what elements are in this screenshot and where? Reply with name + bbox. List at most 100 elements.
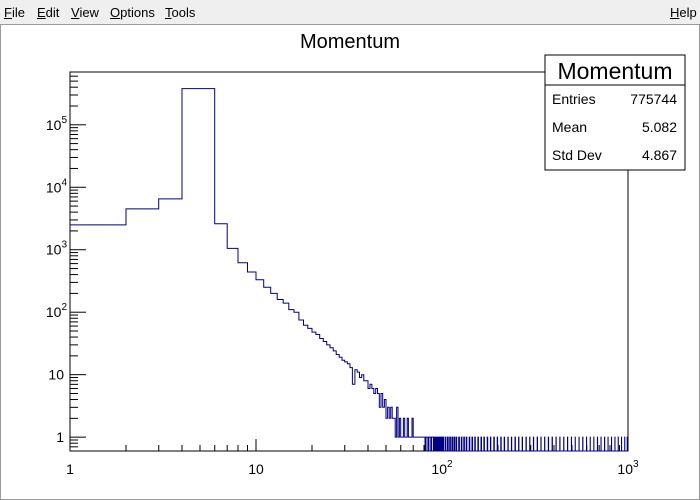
histogram-bin — [376, 389, 378, 451]
histogram-bin — [545, 437, 546, 451]
histogram-bin — [374, 393, 376, 451]
stats-box-frame — [544, 54, 686, 171]
y-tick-label: 10 — [48, 367, 64, 383]
histogram-bin — [384, 400, 386, 451]
histogram-bin — [430, 437, 431, 451]
histogram-bin — [627, 437, 628, 451]
histogram-bin — [501, 437, 502, 451]
histogram-bin — [615, 437, 616, 451]
histogram-bin — [362, 375, 364, 451]
histogram-bin — [350, 368, 352, 451]
histogram-bin — [399, 418, 400, 451]
histogram-bin — [478, 437, 479, 451]
histogram-bin — [339, 357, 342, 451]
histogram-bin — [454, 437, 455, 451]
histogram-bin — [497, 437, 498, 451]
menu-bar: File Edit View Options Tools Help — [0, 0, 700, 25]
menu-view-rest: iew — [79, 5, 99, 20]
histogram-bin — [401, 437, 402, 451]
y-tick-label: 103 — [46, 240, 68, 258]
histogram-bin — [417, 437, 418, 451]
histogram-bin — [608, 437, 609, 451]
histogram-bin — [289, 310, 294, 451]
histogram-bin — [333, 351, 336, 451]
histogram-bin — [466, 437, 467, 451]
histogram-bin — [450, 437, 451, 451]
histogram-bin — [472, 437, 473, 451]
histogram-bin — [411, 437, 412, 451]
menu-help-accel: H — [670, 5, 680, 20]
histogram-bin — [533, 437, 534, 451]
histogram-bin — [392, 418, 393, 451]
y-tick-label: 104 — [46, 177, 68, 195]
stats-stddev-value: 4.867 — [642, 147, 677, 163]
histogram-bin — [601, 437, 602, 451]
x-tick-label: 103 — [617, 459, 639, 477]
histogram-bin — [456, 437, 457, 451]
histogram-bin — [414, 437, 415, 451]
histogram-bin — [227, 248, 238, 451]
menu-tools[interactable]: Tools — [165, 5, 195, 20]
histogram-bin — [504, 437, 505, 451]
histogram-bin — [407, 418, 408, 451]
stats-entries-value: 775744 — [630, 91, 677, 107]
axis-tick-labels: 1 10 102 103 1 10 102 103 104 105 — [46, 115, 639, 477]
histogram-bin — [433, 437, 434, 451]
histogram-bin — [264, 287, 271, 451]
x-tick-label: 1 — [66, 461, 74, 477]
stats-stddev-label: Std Dev — [552, 147, 602, 163]
menu-help[interactable]: Help — [670, 5, 697, 20]
histogram-bin — [423, 437, 424, 451]
histogram-bin — [415, 437, 416, 451]
histogram-bin — [571, 437, 572, 451]
histogram-bin — [530, 437, 531, 451]
histogram-bin — [247, 272, 256, 451]
histogram-bin — [443, 437, 444, 451]
menu-help-rest: elp — [679, 5, 697, 20]
stats-box[interactable]: Momentum Entries 775744 Mean 5.082 Std D… — [544, 54, 686, 171]
histogram-bin — [316, 334, 320, 451]
histogram-bin — [441, 437, 442, 451]
histogram — [70, 88, 628, 452]
histogram-bin — [327, 345, 330, 451]
histogram-bin — [405, 437, 406, 451]
menu-file-rest: ile — [11, 5, 25, 20]
histogram-bin — [427, 437, 428, 451]
histogram-bin — [412, 418, 413, 451]
histogram-bin — [366, 381, 368, 451]
histogram-bin — [394, 418, 395, 451]
histogram-line — [70, 88, 628, 452]
histogram-bin — [432, 437, 433, 451]
histogram-bin — [552, 437, 553, 451]
menu-tools-rest: ools — [171, 5, 196, 20]
histogram-bin — [372, 389, 374, 451]
menu-file[interactable]: File — [4, 5, 25, 20]
menu-view[interactable]: View — [71, 5, 99, 20]
histogram-bin — [342, 360, 345, 451]
histogram-bin — [406, 437, 407, 451]
histogram-bin — [303, 325, 307, 451]
histogram-bin — [445, 437, 446, 451]
histogram-bin — [159, 199, 182, 451]
histogram-bin — [508, 437, 509, 451]
histogram-bin — [447, 437, 448, 451]
histogram-bin — [487, 437, 488, 451]
histogram-bin — [357, 372, 359, 451]
histogram-bin — [611, 437, 612, 451]
histogram-bin — [597, 437, 598, 451]
menu-edit-rest: dit — [45, 5, 60, 20]
menu-edit[interactable]: Edit — [37, 5, 59, 20]
menu-options[interactable]: Options — [110, 5, 155, 20]
histogram-bin — [564, 437, 565, 451]
histogram-bin — [522, 437, 523, 451]
histogram-bin — [537, 437, 538, 451]
histogram-bin — [419, 437, 420, 451]
histogram-bin — [308, 328, 312, 451]
histogram-bin — [283, 303, 289, 451]
histogram-bin — [515, 437, 516, 451]
menu-options-accel: O — [110, 5, 121, 20]
histogram-bin — [422, 437, 423, 451]
histogram-bin — [413, 437, 414, 451]
y-tick-label: 105 — [46, 115, 68, 133]
